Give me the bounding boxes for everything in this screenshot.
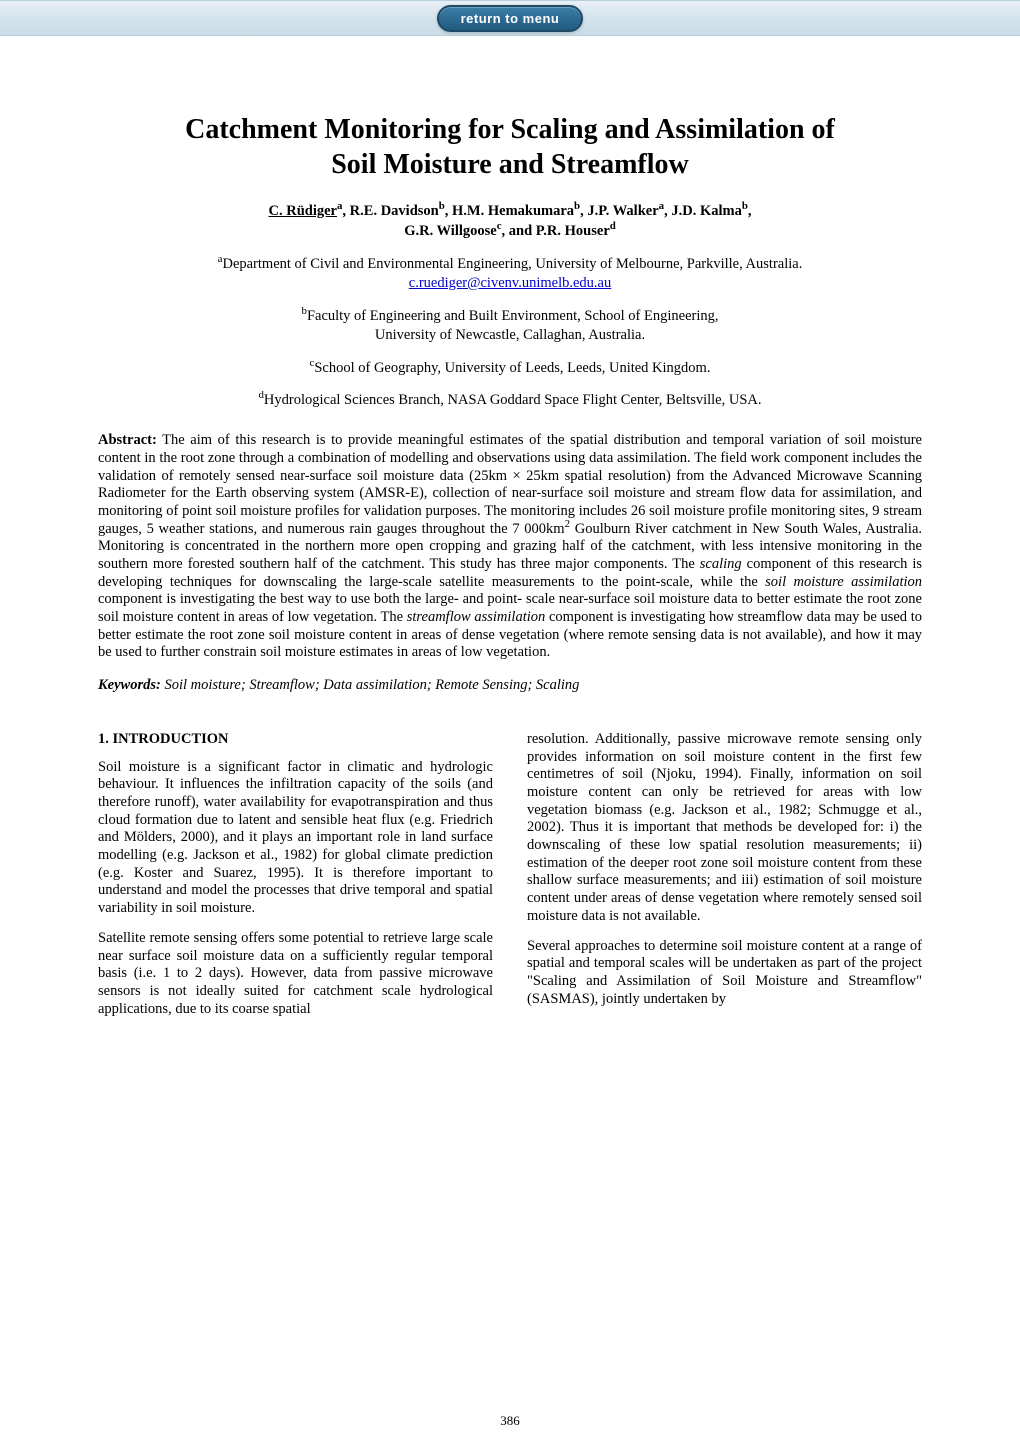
right-column: resolution. Additionally, passive microw… <box>527 731 922 1030</box>
author-6: G.R. Willgoose <box>404 223 497 239</box>
author-4: , J.P. Walker <box>580 203 659 219</box>
affiliation-c: cSchool of Geography, University of Leed… <box>98 359 922 378</box>
author-list: C. Rüdigera, R.E. Davidsonb, H.M. Hemaku… <box>98 202 922 241</box>
affiliation-a: aDepartment of Civil and Environmental E… <box>98 255 922 293</box>
return-to-menu-label: return to menu <box>461 11 560 26</box>
keywords-text: Soil moisture; Streamflow; Data assimila… <box>161 677 580 693</box>
keywords-label: Keywords: <box>98 677 161 693</box>
body-paragraph: Satellite remote sensing offers some pot… <box>98 930 493 1018</box>
affiliation-c-text: School of Geography, University of Leeds… <box>314 360 710 376</box>
body-paragraph: resolution. Additionally, passive microw… <box>527 731 922 926</box>
title-line-1: Catchment Monitoring for Scaling and Ass… <box>185 114 835 145</box>
affiliation-b: bFaculty of Engineering and Built Enviro… <box>98 307 922 345</box>
page-body: Catchment Monitoring for Scaling and Ass… <box>0 112 1020 1070</box>
author-5: , J.D. Kalma <box>664 203 742 219</box>
top-banner: return to menu <box>0 0 1020 36</box>
left-column: 1. INTRODUCTION Soil moisture is a signi… <box>98 731 493 1030</box>
affiliation-d: dHydrological Sciences Branch, NASA Godd… <box>98 391 922 410</box>
body-paragraph: Several approaches to determine soil moi… <box>527 938 922 1009</box>
abstract-italic: scaling <box>700 556 742 572</box>
section-heading-1: 1. INTRODUCTION <box>98 731 493 749</box>
body-paragraph: Soil moisture is a significant factor in… <box>98 759 493 918</box>
author-comma: , <box>748 203 752 219</box>
affiliation-b-line2: University of Newcastle, Callaghan, Aust… <box>375 327 645 343</box>
affiliation-b-line1: Faculty of Engineering and Built Environ… <box>307 308 719 324</box>
abstract: Abstract: The aim of this research is to… <box>98 432 922 662</box>
author-2: , R.E. Davidson <box>342 203 438 219</box>
two-column-body: 1. INTRODUCTION Soil moisture is a signi… <box>98 731 922 1030</box>
author-lead: C. Rüdiger <box>269 203 337 219</box>
title-line-2: Soil Moisture and Streamflow <box>331 149 689 180</box>
sup-d: d <box>610 220 616 232</box>
return-to-menu-button[interactable]: return to menu <box>437 5 584 32</box>
abstract-italic: soil moisture assimilation <box>765 574 922 590</box>
author-3: , H.M. Hemakumara <box>445 203 574 219</box>
keywords: Keywords: Soil moisture; Streamflow; Dat… <box>98 676 922 695</box>
abstract-label: Abstract: <box>98 432 157 448</box>
affiliation-d-text: Hydrological Sciences Branch, NASA Godda… <box>264 392 762 408</box>
paper-title: Catchment Monitoring for Scaling and Ass… <box>98 112 922 182</box>
page-number: 386 <box>0 1413 1020 1429</box>
contact-email-link[interactable]: c.ruediger@civenv.unimelb.edu.au <box>409 275 611 291</box>
affiliation-a-text: Department of Civil and Environmental En… <box>222 256 802 272</box>
author-7: , and P.R. Houser <box>502 223 610 239</box>
abstract-italic: streamflow assimilation <box>407 609 546 625</box>
